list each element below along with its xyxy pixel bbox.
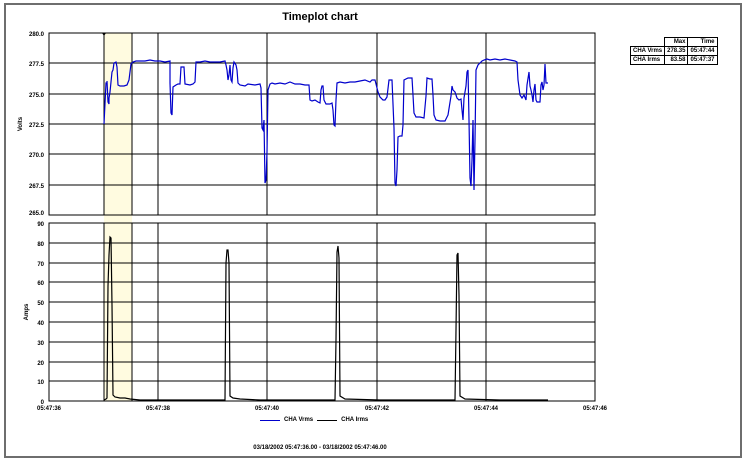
irms-series-line (103, 235, 548, 401)
ytick-lower: 70 (37, 262, 44, 268)
ytick-lower: 20 (37, 361, 44, 367)
xtick: 05:47:38 (146, 406, 171, 412)
ytick-lower: 50 (37, 301, 44, 307)
row-max: 83.58 (664, 55, 689, 65)
ytick-upper: 267.5 (29, 184, 45, 190)
upper-y-axis: 280.0 277.5 275.0 272.5 270.0 267.5 265.… (18, 32, 45, 217)
legend-label-irms: CHA Irms (341, 417, 369, 423)
ytick-lower: 40 (37, 321, 44, 327)
legend-swatch-vrms (260, 419, 280, 421)
upper-y-axis-label: Volts (18, 116, 24, 131)
x-axis: 05:47:36 05:47:38 05:47:40 05:47:42 05:4… (37, 406, 608, 412)
time-range-label: 03/18/2002 05:47:36.00 - 03/18/2002 05:4… (253, 445, 387, 451)
ytick-upper: 265.0 (29, 211, 45, 217)
table-corner (631, 38, 665, 47)
ytick-upper: 277.5 (29, 62, 45, 68)
chart-legend: CHA Vrms CHA Irms (260, 417, 368, 423)
highlight-band[interactable] (104, 33, 132, 401)
ytick-upper: 275.0 (29, 93, 45, 99)
ytick-lower: 0 (41, 400, 45, 406)
row-name: CHA Vrms (629, 46, 666, 56)
xtick: 05:47:46 (583, 406, 608, 412)
ytick-lower: 60 (37, 281, 44, 287)
cursor-marker-icon[interactable] (102, 33, 106, 36)
row-time: 05:47:37 (687, 55, 718, 65)
xtick: 05:47:40 (255, 406, 280, 412)
ytick-upper: 272.5 (29, 123, 45, 129)
ytick-lower: 80 (37, 242, 44, 248)
table-row: CHA Irms 83.58 05:47:37 (629, 55, 718, 65)
ytick-upper: 280.0 (29, 32, 45, 38)
lower-plot-grid (48, 222, 596, 402)
row-max: 278.35 (664, 46, 689, 56)
vrms-series-line (103, 58, 548, 191)
header-max: Max (664, 37, 689, 47)
legend-swatch-irms (317, 419, 338, 421)
table-row: CHA Vrms 278.35 05:47:44 (629, 46, 718, 56)
lower-y-axis-label: Amps (24, 303, 30, 320)
row-name: CHA Irms (629, 55, 666, 65)
max-values-table: Max Time CHA Vrms 278.35 05:47:44 CHA Ir… (629, 37, 718, 65)
row-time: 05:47:44 (687, 46, 718, 56)
xtick: 05:47:36 (37, 406, 62, 412)
lower-y-axis: 90 80 70 60 50 40 30 20 10 0 Amps (24, 222, 45, 406)
ytick-lower: 30 (37, 341, 44, 347)
chart-title: Timeplot chart (282, 11, 358, 23)
ytick-upper: 270.0 (29, 153, 45, 159)
ytick-lower: 10 (37, 380, 44, 386)
legend-label-vrms: CHA Vrms (284, 417, 314, 423)
xtick: 05:47:42 (365, 406, 390, 412)
ytick-lower: 90 (37, 222, 44, 228)
header-time: Time (687, 37, 718, 47)
xtick: 05:47:44 (474, 406, 499, 412)
